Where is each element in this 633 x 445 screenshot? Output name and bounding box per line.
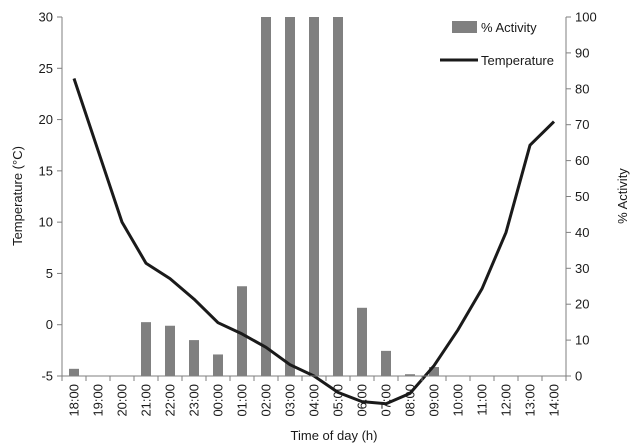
x-tick-label: 19:00 (91, 384, 106, 417)
right-axis-title: % Activity (615, 168, 630, 224)
right-tick-label: 80 (575, 81, 589, 96)
left-tick-label: -5 (41, 369, 53, 384)
activity-bar-2300 (189, 340, 199, 376)
legend: % Activity Temperature (440, 20, 554, 68)
left-tick-label: 25 (39, 61, 53, 76)
x-tick-label: 22:00 (163, 384, 178, 417)
left-tick-label: 15 (39, 163, 53, 178)
activity-bar-0700 (381, 350, 391, 376)
x-tick-label: 05:00 (331, 384, 346, 417)
x-tick-label: 20:00 (115, 384, 130, 417)
activity-bar-2100 (141, 322, 151, 376)
activity-bars (69, 17, 439, 376)
right-tick-label: 90 (575, 45, 589, 60)
right-tick-label: 100 (575, 10, 597, 25)
right-axis-tick-labels: 0 10 20 30 40 50 60 70 80 90 100 (575, 10, 597, 384)
right-tick-label: 0 (575, 369, 582, 384)
x-tick-label: 14:00 (547, 384, 562, 417)
legend-activity-label: % Activity (481, 20, 537, 35)
x-tick-label: 10:00 (451, 384, 466, 417)
right-tick-label: 50 (575, 189, 589, 204)
x-axis-tick-labels: 18:00 19:00 20:00 21:00 22:00 23:00 00:00 01:00… (67, 384, 562, 417)
left-tick-label: 10 (39, 215, 53, 230)
x-tick-label: 08:00 (403, 384, 418, 417)
activity-bar-0300 (285, 17, 295, 376)
legend-activity-swatch (452, 21, 477, 33)
x-tick-label: 12:00 (499, 384, 514, 417)
activity-bar-0800 (405, 374, 415, 376)
x-tick-label: 04:00 (307, 384, 322, 417)
x-tick-label: 06:00 (355, 384, 370, 417)
x-tick-label: 03:00 (283, 384, 298, 417)
legend-temperature-label: Temperature (481, 53, 554, 68)
activity-bar-1800 (69, 368, 79, 376)
x-tick-label: 23:00 (187, 384, 202, 417)
left-tick-label: 20 (39, 112, 53, 127)
left-tick-label: 5 (46, 266, 53, 281)
activity-bar-0000 (213, 354, 223, 376)
x-tick-label: 09:00 (427, 384, 442, 417)
activity-bar-0600 (357, 307, 367, 376)
right-tick-label: 20 (575, 297, 589, 312)
activity-bar-0400 (309, 17, 319, 376)
right-tick-label: 10 (575, 333, 589, 348)
right-tick-label: 30 (575, 261, 589, 276)
x-tick-label: 21:00 (139, 384, 154, 417)
left-tick-label: 0 (46, 317, 53, 332)
x-tick-label: 11:00 (475, 384, 490, 416)
x-tick-label: 13:00 (523, 384, 538, 417)
left-tick-label: 30 (39, 10, 53, 25)
axes (57, 16, 571, 381)
x-tick-label: 00:00 (211, 384, 226, 417)
activity-bar-0900 (429, 367, 439, 376)
activity-bar-0100 (237, 286, 247, 376)
x-axis-title: Time of day (h) (291, 428, 378, 443)
x-tick-label: 02:00 (259, 384, 274, 417)
x-tick-label: 18:00 (67, 384, 82, 417)
right-tick-label: 60 (575, 153, 589, 168)
right-tick-label: 70 (575, 117, 589, 132)
left-axis-title: Temperature (°C) (10, 146, 25, 246)
activity-bar-0500 (333, 17, 343, 376)
right-tick-label: 40 (575, 225, 589, 240)
activity-bar-0200 (261, 17, 271, 376)
x-tick-label: 01:00 (235, 384, 250, 417)
x-tick-label: 07:00 (379, 384, 394, 417)
left-axis-tick-labels: -5 0 5 10 15 20 25 30 (39, 10, 53, 384)
activity-bar-2200 (165, 325, 175, 376)
